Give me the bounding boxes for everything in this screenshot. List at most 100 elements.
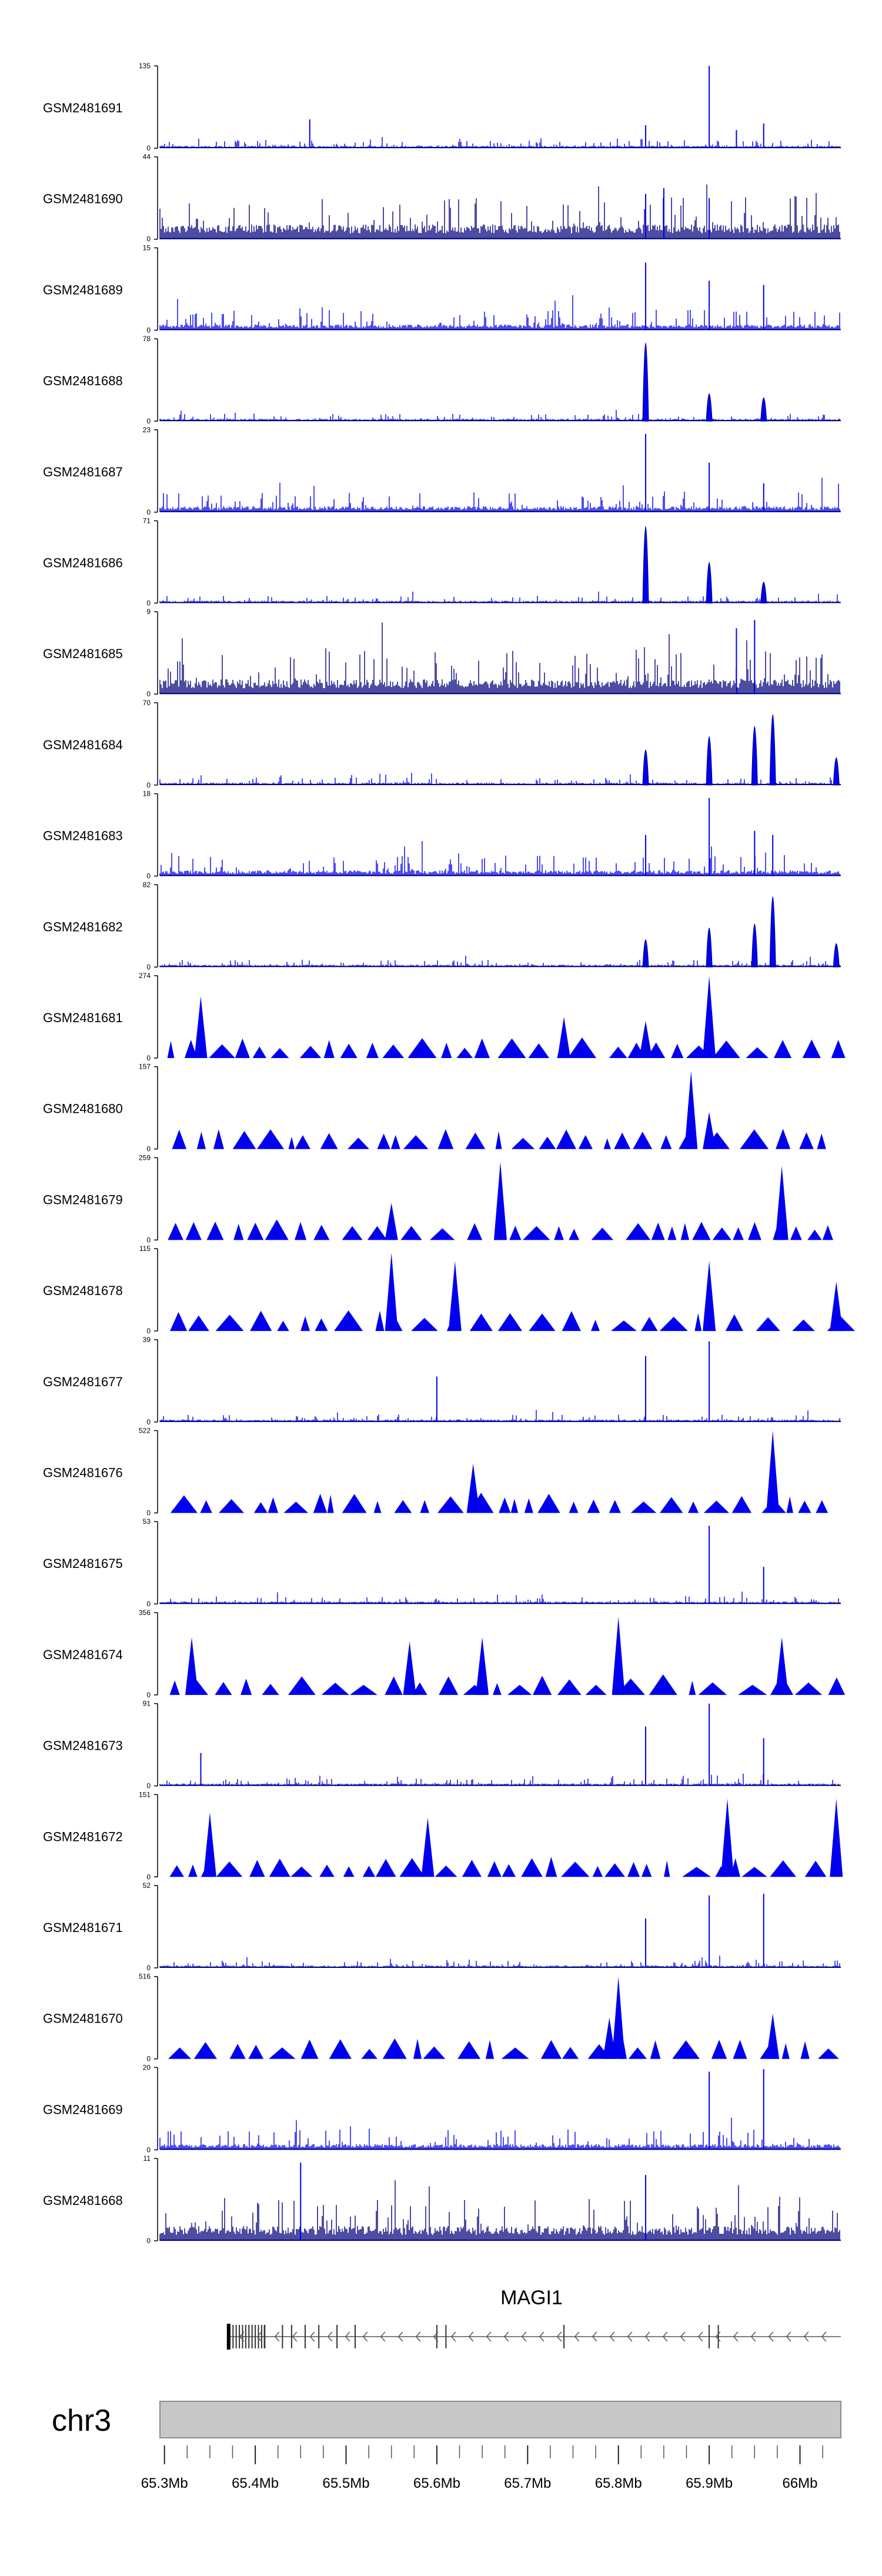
ymax-tick-label: 522 bbox=[139, 1427, 151, 1435]
track-GSM2481672: GSM2481672 151 0 bbox=[43, 1790, 843, 1881]
signal-area bbox=[159, 1591, 840, 1604]
track-label: GSM2481681 bbox=[43, 1010, 123, 1025]
track-label: GSM2481669 bbox=[43, 2102, 123, 2117]
peak bbox=[830, 1798, 843, 1877]
peak bbox=[766, 2013, 780, 2059]
track-label: GSM2481672 bbox=[43, 1829, 123, 1844]
signal-baseline bbox=[160, 1784, 841, 1786]
track-label: GSM2481678 bbox=[43, 1283, 123, 1298]
signal-area bbox=[159, 409, 840, 422]
ymin-tick-label: 0 bbox=[146, 508, 151, 516]
ymin-tick-label: 0 bbox=[146, 2237, 151, 2245]
signal-background bbox=[169, 1857, 827, 1877]
signal-baseline bbox=[160, 1420, 841, 1422]
track-GSM2481690: GSM2481690 44 0 bbox=[43, 153, 841, 243]
signal-area bbox=[159, 137, 840, 148]
peak bbox=[706, 736, 713, 786]
signal-area bbox=[170, 1310, 856, 1332]
gene-track: MAGI1 bbox=[226, 2287, 841, 2350]
signal-area bbox=[159, 2180, 840, 2241]
track-GSM2481670: GSM2481670 516 0 bbox=[43, 1973, 839, 2063]
track-label: GSM2481689 bbox=[43, 282, 123, 297]
peak bbox=[194, 996, 208, 1058]
peak bbox=[751, 923, 758, 967]
signal-area bbox=[159, 1956, 840, 1968]
signal-background bbox=[159, 137, 841, 148]
ymin-tick-label: 0 bbox=[146, 144, 151, 152]
signal-baseline bbox=[160, 2148, 841, 2150]
signal-area bbox=[159, 2117, 840, 2150]
peak bbox=[612, 1616, 625, 1695]
axis-tick-label: 65.8Mb bbox=[595, 2475, 642, 2491]
signal-background bbox=[159, 956, 841, 967]
track-label: GSM2481676 bbox=[43, 1466, 123, 1480]
peak bbox=[612, 1976, 625, 2059]
peak bbox=[706, 562, 713, 603]
track-label: GSM2481670 bbox=[43, 2011, 123, 2026]
track-GSM2481683: GSM2481683 18 0 bbox=[43, 790, 841, 880]
track-GSM2481678: GSM2481678 115 0 bbox=[43, 1244, 856, 1335]
peak bbox=[403, 1641, 416, 1695]
ymin-tick-label: 0 bbox=[146, 1600, 151, 1608]
peak bbox=[721, 1798, 734, 1877]
ymin-tick-label: 0 bbox=[146, 872, 151, 880]
axis-tick-label: 65.3Mb bbox=[141, 2475, 188, 2491]
track-GSM2481689: GSM2481689 15 0 bbox=[43, 243, 841, 334]
ymax-tick-label: 151 bbox=[139, 1790, 151, 1798]
signal-background bbox=[159, 1410, 841, 1422]
track-GSM2481682: GSM2481682 82 0 bbox=[43, 880, 841, 971]
ymin-tick-label: 0 bbox=[146, 599, 151, 608]
signal-area bbox=[172, 1129, 826, 1149]
axis-tick-label: 65.4Mb bbox=[232, 2475, 279, 2491]
peak bbox=[769, 896, 776, 967]
peak bbox=[775, 1166, 789, 1240]
signal-area bbox=[169, 1674, 846, 1695]
ymin-tick-label: 0 bbox=[146, 2055, 151, 2063]
signal-tracks: GSM24816911350GSM2481690440GSM2481689150… bbox=[43, 62, 856, 2245]
signal-baseline bbox=[160, 147, 841, 148]
ymin-tick-label: 0 bbox=[146, 690, 151, 698]
peak bbox=[775, 1637, 789, 1695]
signal-area bbox=[159, 295, 840, 331]
signal-baseline bbox=[160, 420, 841, 422]
signal-area bbox=[169, 1857, 827, 1877]
ymax-tick-label: 23 bbox=[143, 426, 151, 434]
ymin-tick-label: 0 bbox=[146, 1691, 151, 1699]
signal-baseline bbox=[160, 510, 841, 512]
ymin-tick-label: 0 bbox=[146, 1145, 151, 1153]
peak bbox=[760, 582, 767, 603]
peak bbox=[448, 1261, 462, 1332]
track-GSM2481687: GSM2481687 23 0 bbox=[43, 426, 841, 516]
signal-background bbox=[159, 773, 841, 785]
peak bbox=[760, 398, 767, 422]
track-label: GSM2481690 bbox=[43, 192, 123, 206]
peak bbox=[703, 1261, 716, 1332]
track-label: GSM2481673 bbox=[43, 1739, 123, 1753]
track-GSM2481668: GSM2481668 11 0 bbox=[43, 2154, 841, 2245]
signal-area bbox=[159, 478, 840, 512]
signal-area bbox=[159, 956, 840, 967]
ymax-tick-label: 516 bbox=[139, 1973, 151, 1981]
signal-background bbox=[168, 2038, 839, 2059]
signal-background bbox=[159, 2180, 841, 2241]
strand-chevron-icon bbox=[239, 2331, 827, 2342]
ymax-tick-label: 18 bbox=[143, 790, 151, 798]
signal-background bbox=[159, 2117, 841, 2150]
track-GSM2481688: GSM2481688 78 0 bbox=[43, 335, 841, 425]
peak bbox=[642, 749, 649, 786]
ymax-tick-label: 11 bbox=[143, 2154, 151, 2163]
track-GSM2481669: GSM2481669 20 0 bbox=[43, 2063, 841, 2154]
track-GSM2481677: GSM2481677 39 0 bbox=[43, 1336, 841, 1426]
signal-background bbox=[159, 409, 841, 422]
signal-baseline bbox=[160, 1603, 841, 1604]
signal-background bbox=[159, 591, 841, 603]
ymin-tick-label: 0 bbox=[146, 1782, 151, 1790]
track-label: GSM2481687 bbox=[43, 465, 123, 479]
peak bbox=[769, 714, 776, 786]
signal-background bbox=[159, 478, 841, 512]
ymax-tick-label: 20 bbox=[143, 2063, 151, 2071]
signal-area bbox=[159, 184, 840, 239]
signal-area bbox=[159, 1410, 840, 1422]
peak bbox=[766, 1430, 780, 1513]
axis-tick-label: 65.6Mb bbox=[413, 2475, 460, 2491]
